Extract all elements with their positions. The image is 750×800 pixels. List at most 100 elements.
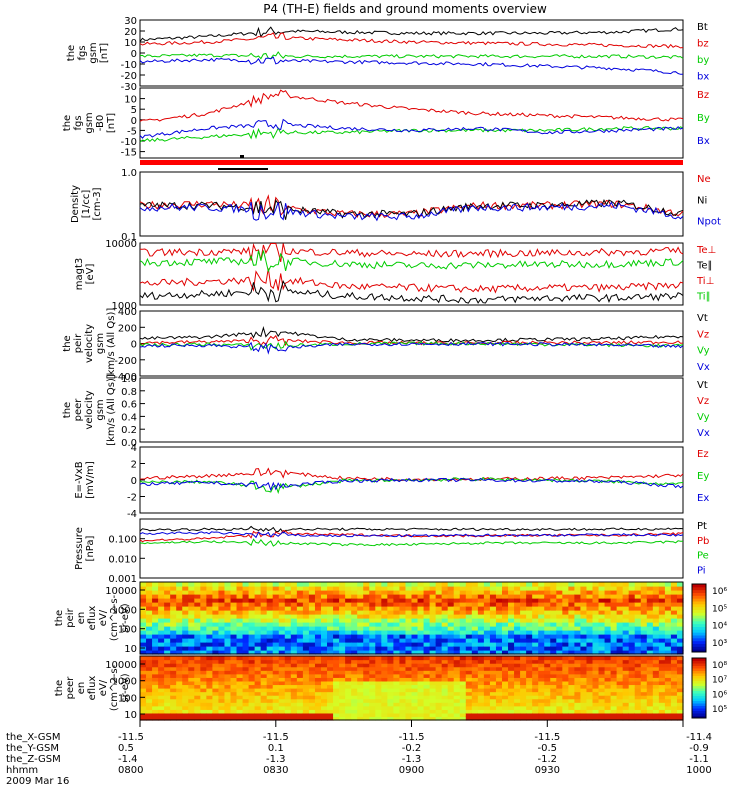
heatmap-cell — [236, 691, 244, 696]
heatmap-cell — [598, 695, 606, 700]
heatmap-cell — [248, 663, 256, 668]
heatmap-cell — [405, 705, 413, 710]
heatmap-cell — [586, 702, 594, 707]
heatmap-cell — [489, 716, 497, 721]
heatmap-cell — [176, 622, 183, 627]
heatmap-cell — [556, 622, 563, 627]
heatmap-cell — [296, 586, 304, 591]
heatmap-cell — [339, 698, 346, 703]
heatmap-cell — [284, 614, 292, 619]
heatmap-cell — [200, 670, 207, 675]
heatmap-cell — [218, 677, 226, 682]
heatmap-cell — [260, 614, 268, 619]
heatmap-cell — [188, 695, 195, 700]
heatmap-cell — [616, 666, 624, 671]
heatmap-cell — [664, 709, 672, 714]
heatmap-cell — [272, 622, 280, 627]
heatmap-cell — [489, 702, 497, 707]
heatmap-cell — [152, 709, 159, 714]
heatmap-cell — [483, 688, 491, 693]
heatmap-cell — [206, 691, 213, 696]
heatmap-cell — [622, 663, 630, 668]
heatmap-cell — [218, 590, 226, 595]
heatmap-cell — [146, 663, 153, 668]
heatmap-cell — [321, 688, 328, 693]
heatmap-cell — [447, 673, 455, 678]
heatmap-cell — [351, 582, 358, 587]
heatmap-cell — [212, 630, 220, 635]
heatmap-cell — [417, 670, 425, 675]
heatmap-cell — [170, 688, 177, 693]
heatmap-cell — [562, 695, 569, 700]
heatmap-cell — [321, 709, 328, 714]
heatmap-cell — [610, 712, 618, 718]
heatmap-cell — [598, 630, 606, 635]
heatmap-cell — [170, 691, 177, 696]
heatmap-cell — [296, 691, 304, 696]
heatmap-cell — [170, 590, 177, 595]
y-axis-label: [nPa] — [85, 535, 96, 561]
heatmap-cell — [417, 606, 425, 611]
heatmap-cell — [266, 602, 274, 607]
heatmap-cell — [574, 610, 582, 615]
heatmap-cell — [188, 688, 195, 693]
heatmap-cell — [339, 630, 346, 635]
heatmap-cell — [471, 684, 479, 689]
heatmap-cell — [333, 606, 340, 611]
heatmap-cell — [580, 610, 588, 615]
heatmap-cell — [314, 705, 322, 710]
heatmap-cell — [351, 691, 358, 696]
heatmap-cell — [387, 630, 394, 635]
heatmap-cell — [544, 586, 551, 591]
heatmap-cell — [266, 610, 274, 615]
heatmap-cell — [664, 656, 672, 661]
heatmap-cell — [502, 656, 509, 661]
heatmap-cell — [369, 656, 376, 661]
heatmap-cell — [495, 606, 503, 611]
heatmap-cell — [284, 656, 292, 661]
heatmap-cell — [574, 590, 582, 595]
heatmap-cell — [592, 610, 600, 615]
heatmap-cell — [670, 670, 678, 675]
heatmap-cell — [441, 702, 449, 707]
heatmap-cell — [302, 702, 310, 707]
heatmap-cell — [471, 709, 479, 714]
heatmap-cell — [670, 680, 678, 686]
heatmap-cell — [345, 688, 352, 693]
heatmap-cell — [568, 634, 575, 639]
heatmap-cell — [188, 712, 195, 718]
heatmap-cell — [538, 680, 545, 686]
heatmap-cell — [489, 642, 497, 647]
heatmap-cell — [357, 630, 364, 635]
y-axis-label: the — [62, 115, 73, 131]
heatmap-cell — [634, 716, 642, 721]
heatmap-cell — [381, 582, 388, 587]
heatmap-cell — [230, 705, 238, 710]
heatmap-cell — [526, 666, 533, 671]
heatmap-cell — [200, 695, 207, 700]
heatmap-cell — [345, 614, 352, 619]
heatmap-cell — [182, 702, 189, 707]
heatmap-cell — [465, 622, 473, 627]
heatmap-cell — [508, 646, 515, 651]
heatmap-cell — [381, 622, 388, 627]
heatmap-cell — [508, 622, 515, 627]
heatmap-cell — [200, 712, 207, 718]
heatmap-cell — [399, 709, 407, 714]
heatmap-cell — [302, 716, 310, 721]
heatmap-cell — [224, 642, 232, 647]
heatmap-cell — [610, 705, 618, 710]
heatmap-cell — [206, 590, 213, 595]
heatmap-cell — [423, 626, 431, 631]
heatmap-cell — [628, 656, 636, 661]
heatmap-cell — [520, 673, 527, 678]
heatmap-cell — [634, 680, 642, 686]
heatmap-cell — [296, 663, 304, 668]
heatmap-cell — [333, 698, 340, 703]
heatmap-cell — [218, 688, 226, 693]
footer-value: -11.4 — [686, 732, 712, 743]
heatmap-cell — [592, 598, 600, 603]
heatmap-cell — [495, 614, 503, 619]
heatmap-cell — [405, 630, 413, 635]
heatmap-cell — [411, 638, 419, 643]
